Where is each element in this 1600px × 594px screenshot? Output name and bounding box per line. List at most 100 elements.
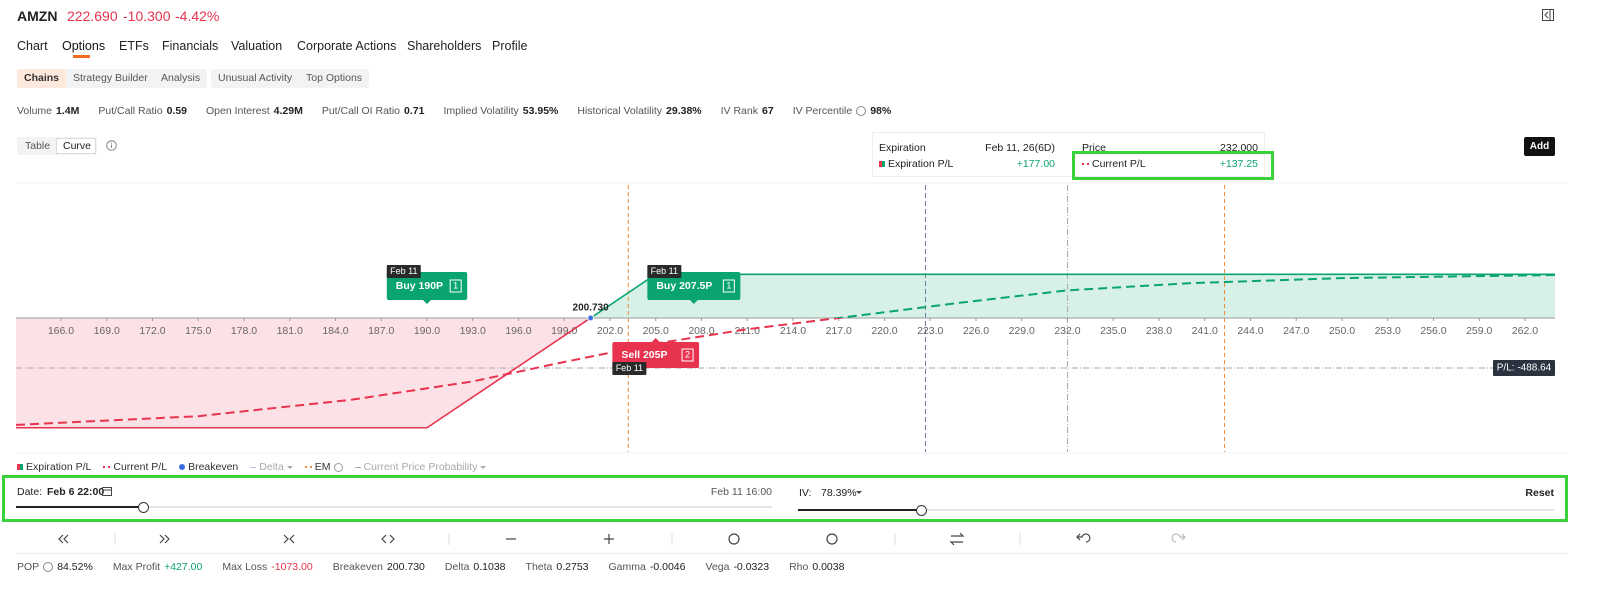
- date-tag: [386, 265, 421, 278]
- tab[interactable]: Financials: [162, 39, 219, 53]
- tab[interactable]: Corporate Actions: [297, 39, 397, 53]
- position-label: Buy 207.5P: [656, 280, 712, 292]
- tab[interactable]: Valuation: [231, 39, 283, 53]
- slider-knob[interactable]: [138, 502, 149, 513]
- icon-last[interactable]: [159, 534, 170, 544]
- x-tick-label: 166.0: [48, 325, 74, 337]
- legend-item[interactable]: Current P/L: [103, 461, 167, 473]
- icon-swap[interactable]: [949, 532, 965, 546]
- info-icon[interactable]: [106, 140, 117, 151]
- stat-value: 4.29M: [273, 105, 303, 117]
- icon-clock[interactable]: [826, 533, 838, 545]
- position-date: Feb 11: [390, 266, 417, 276]
- stat-value: 200.730: [386, 561, 425, 573]
- subtab[interactable]: Unusual Activity: [211, 69, 300, 88]
- reset-button[interactable]: Reset: [1525, 487, 1554, 499]
- icon-history[interactable]: [728, 533, 740, 545]
- stat-label: Put/Call OI Ratio: [321, 105, 401, 117]
- stat: POP 84.52%: [17, 561, 93, 573]
- stat-value: 0.59: [166, 105, 188, 117]
- iv-value[interactable]: 78.39%: [821, 487, 857, 499]
- caret[interactable]: [856, 491, 862, 497]
- x-tick-label: 262.0: [1512, 325, 1538, 337]
- qty-box: [722, 279, 735, 293]
- info-label: Current P/L: [1092, 158, 1146, 170]
- position-tag: [647, 272, 741, 300]
- legend-item[interactable]: Delta: [250, 461, 293, 473]
- legend-swatch: [304, 466, 312, 468]
- date-value[interactable]: Feb 6 22:00: [47, 486, 105, 498]
- toggle-option[interactable]: Table: [25, 140, 51, 152]
- slider-fill: [16, 506, 143, 508]
- stat-label: Max Loss: [222, 561, 268, 573]
- x-tick-label: 169.0: [94, 325, 120, 337]
- stat: IV Rank 67: [721, 105, 774, 117]
- x-tick-label: 244.0: [1237, 325, 1263, 337]
- subtab[interactable]: Top Options: [299, 69, 370, 88]
- caret: [286, 465, 293, 472]
- icon-first[interactable]: [58, 534, 69, 544]
- footer-stats: POP 84.52% Max Profit +427.00 Max Loss -1073.…: [17, 561, 844, 573]
- legend-item[interactable]: Expiration P/L: [17, 461, 91, 473]
- subtab-active[interactable]: Chains: [17, 69, 67, 88]
- position-qty: 1: [453, 281, 458, 292]
- x-tick-label: 193.0: [460, 325, 486, 337]
- info-value: Feb 11, 26(6D): [985, 142, 1055, 154]
- toggle-option-active[interactable]: Curve: [63, 140, 92, 152]
- tab-active[interactable]: Options: [62, 39, 106, 53]
- tab-underline: [73, 55, 90, 58]
- icon-expand[interactable]: [381, 534, 395, 544]
- separators: [114, 533, 1021, 545]
- x-tick-label: 205.0: [643, 325, 669, 337]
- date-end: Feb 11 16:00: [710, 486, 772, 498]
- position-pointer: [689, 300, 698, 304]
- stat-label: Implied Volatility: [443, 105, 519, 117]
- stat-value: -0.0046: [649, 561, 686, 573]
- x-tick-label: 184.0: [322, 325, 348, 337]
- tab[interactable]: Profile: [492, 39, 528, 53]
- stat: Volume 1.4M: [17, 105, 79, 117]
- stat-label: Theta: [525, 561, 553, 573]
- stat: Theta 0.2753: [526, 561, 589, 573]
- icon-shrink[interactable]: [283, 534, 295, 544]
- stat-value: +427.00: [164, 561, 203, 573]
- icon-plus[interactable]: [604, 534, 614, 544]
- highlight-box: [1072, 151, 1274, 180]
- subtab[interactable]: Strategy Builder: [66, 69, 155, 88]
- tab[interactable]: Shareholders: [407, 39, 482, 53]
- x-tick-label: 223.0: [917, 325, 943, 337]
- collapse-icon[interactable]: [1542, 9, 1554, 21]
- x-tick-label: 241.0: [1192, 325, 1218, 337]
- loss-area: [16, 317, 1555, 428]
- icon-undo[interactable]: [1076, 533, 1091, 543]
- stat: Delta 0.1038: [445, 561, 506, 573]
- change: -10.300: [123, 8, 171, 24]
- tab[interactable]: ETFs: [119, 39, 149, 53]
- position-label: Sell 205P: [621, 349, 667, 361]
- calendar-icon[interactable]: [102, 486, 112, 496]
- stat-label: Rho: [789, 561, 809, 573]
- slider-track[interactable]: [798, 509, 1554, 511]
- tab[interactable]: Chart: [17, 39, 48, 53]
- slider-track[interactable]: [16, 506, 772, 508]
- info-value: +177.00: [1016, 158, 1055, 170]
- current-pl-line: [830, 274, 1555, 318]
- legend-item[interactable]: Breakeven: [179, 461, 238, 473]
- x-tick-label: 253.0: [1375, 325, 1401, 337]
- stat-value: 98%: [870, 105, 892, 117]
- info-icon[interactable]: [333, 462, 343, 472]
- legend-item[interactable]: EM: [304, 461, 343, 473]
- info-label: Expiration: [879, 142, 926, 154]
- stat: Vega -0.0323: [705, 561, 769, 573]
- stat-value: -1073.00: [271, 561, 313, 573]
- legend-item[interactable]: Current Price Probability: [354, 461, 487, 473]
- slider-knob[interactable]: [916, 505, 927, 516]
- stat-label: Breakeven: [332, 561, 383, 573]
- legend-swatch: [354, 466, 361, 468]
- legend-swatch: [250, 466, 257, 468]
- subtab[interactable]: Analysis: [154, 69, 208, 88]
- stat: Max Loss -1073.00: [222, 561, 312, 573]
- icon-redo[interactable]: [1171, 533, 1186, 543]
- add-button[interactable]: Add: [1524, 137, 1555, 156]
